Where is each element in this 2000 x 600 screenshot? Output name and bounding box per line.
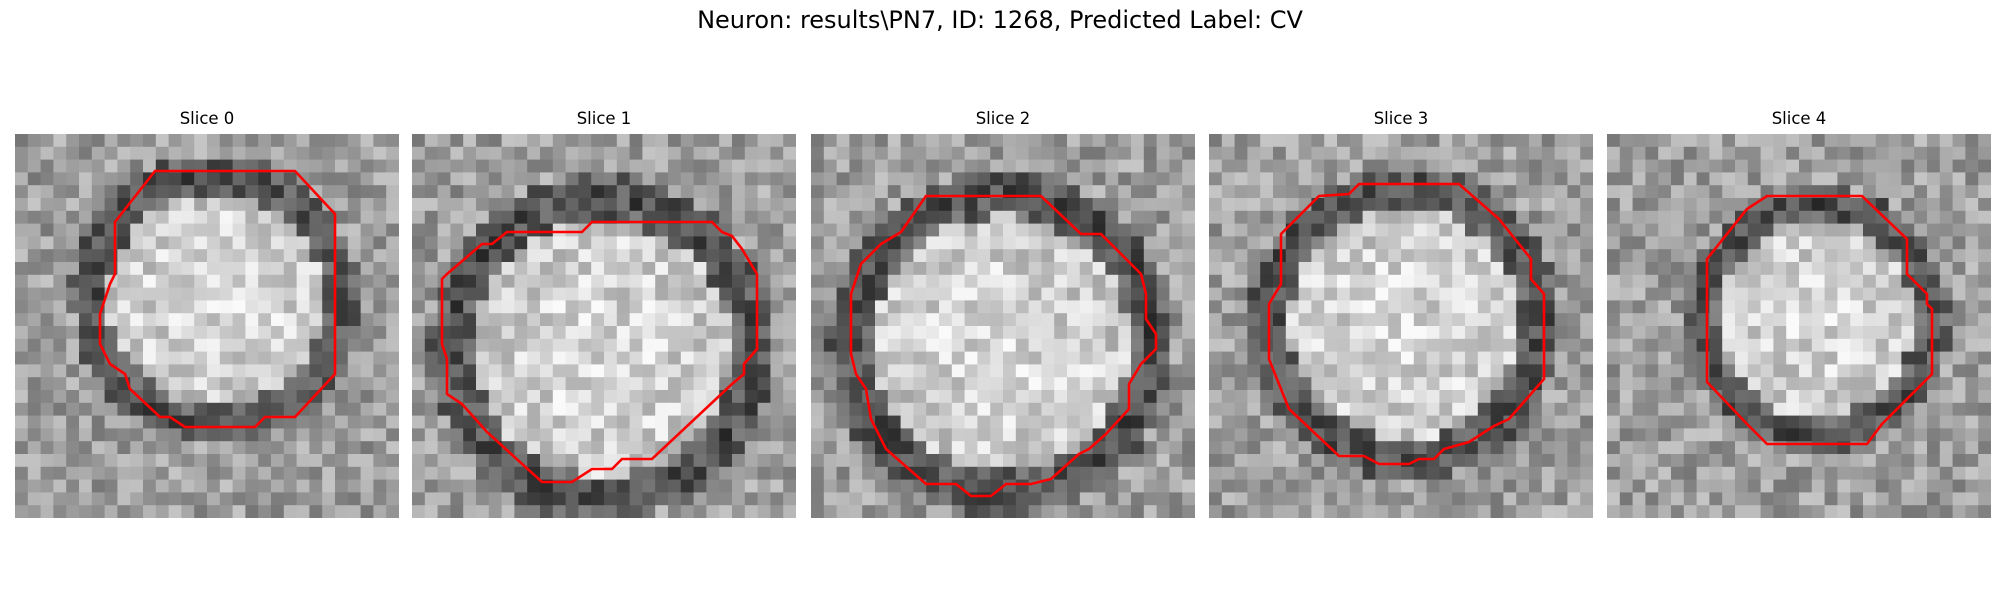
slice-panel-1: Slice 1 [412,108,796,518]
grayscale-tile-grid [1209,134,1593,518]
slice-title-1: Slice 1 [412,108,796,130]
slice-image-0 [15,134,399,518]
slice-title-3: Slice 3 [1209,108,1593,130]
slice-image-3 [1209,134,1593,518]
slice-panel-3: Slice 3 [1209,108,1593,518]
slice-panel-2: Slice 2 [811,108,1195,518]
slice-title-2: Slice 2 [811,108,1195,130]
slice-image-1 [412,134,796,518]
slice-title-0: Slice 0 [15,108,399,130]
grayscale-tile-grid [811,134,1195,518]
figure-title: Neuron: results\PN7, ID: 1268, Predicted… [0,6,2000,34]
slice-image-2 [811,134,1195,518]
slice-panel-0: Slice 0 [15,108,399,518]
grayscale-tile-grid [1607,134,1991,518]
slice-image-4 [1607,134,1991,518]
grayscale-tile-grid [15,134,399,518]
grayscale-tile-grid [412,134,796,518]
slice-panel-4: Slice 4 [1607,108,1991,518]
slice-title-4: Slice 4 [1607,108,1991,130]
